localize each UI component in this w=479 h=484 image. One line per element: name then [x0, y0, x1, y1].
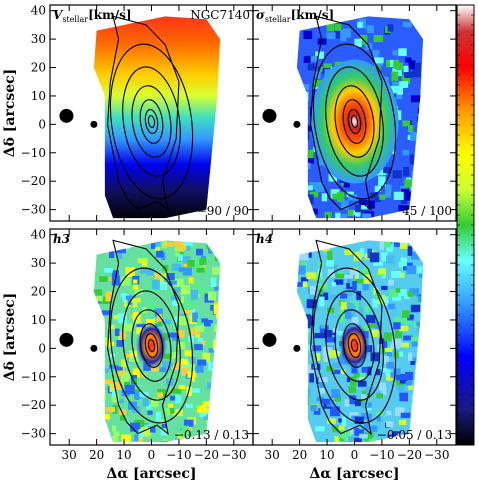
y-tick-label: −10: [21, 370, 46, 384]
y-tick-label: −10: [21, 146, 46, 160]
galaxy-name: NGC7140: [190, 8, 250, 22]
h3-range: −0.13 / 0.13: [174, 428, 249, 442]
x-tick-label: 10: [116, 448, 131, 462]
panel-sig: σstellar[km/s] 45 / 100: [252, 4, 457, 222]
y-tick-label: 30: [31, 256, 46, 270]
panel-h4: h4 −0.05 / 0.13 30 20 10 0 −10 −20 −30 Δα [arcsec…: [252, 228, 457, 482]
y-tick-label: 10: [31, 89, 46, 103]
y-axis-label: Δδ [arcsec]: [2, 293, 18, 382]
x-tick-label: −20: [397, 448, 422, 462]
vel-map: [93, 16, 221, 219]
vel-title: Vstellar[km/s]: [53, 8, 132, 24]
y-tick-label: 0: [38, 341, 46, 355]
x-tick-label: 20: [292, 448, 307, 462]
y-tick-label: 0: [38, 117, 46, 131]
sig-map: [296, 16, 424, 219]
x-tick-label: −10: [369, 448, 394, 462]
x-tick-label: −30: [424, 448, 449, 462]
y-tick-label: −30: [21, 427, 46, 441]
panels-group: Vstellar[km/s] NGC7140 −90 / 90 40 30 20 10 0 −1…: [2, 4, 457, 482]
h3-contours: [107, 239, 194, 435]
y-tick-label: 30: [31, 32, 46, 46]
vel-contours: [107, 15, 194, 211]
x-tick-label: 0: [351, 448, 359, 462]
x-tick-label: −30: [221, 448, 246, 462]
x-tick-label: 30: [62, 448, 77, 462]
y-tick-label: 10: [31, 313, 46, 327]
y-axis-label: Δδ [arcsec]: [2, 69, 18, 158]
x-tick-label: 20: [89, 448, 104, 462]
sig-title: σstellar[km/s]: [256, 8, 334, 24]
x-axis-label: Δα [arcsec]: [309, 466, 399, 482]
y-tick-label: 20: [31, 61, 46, 75]
vel-range: −90 / 90: [197, 204, 249, 218]
sig-contours: [310, 15, 397, 211]
h4-range: −0.05 / 0.13: [377, 428, 452, 442]
y-tick-label: 20: [31, 285, 46, 299]
y-tick-label: −30: [21, 203, 46, 217]
h4-title: h4: [256, 232, 273, 246]
y-tick-label: −20: [21, 398, 46, 412]
y-tick-label: 40: [31, 4, 46, 18]
h3-title: h3: [53, 232, 70, 246]
x-tick-label: 0: [148, 448, 156, 462]
x-tick-label: −20: [194, 448, 219, 462]
x-tick-label: 10: [319, 448, 334, 462]
h4-contours: [310, 239, 397, 435]
x-tick-label: −10: [166, 448, 191, 462]
panel-vel: Vstellar[km/s] NGC7140 −90 / 90 40 30 20 10 0 −1…: [2, 4, 254, 222]
colorbar: [456, 4, 475, 446]
y-tick-label: −20: [21, 174, 46, 188]
y-tick-label: 40: [31, 228, 46, 242]
sig-range: 45 / 100: [402, 204, 452, 218]
x-tick-label: 30: [265, 448, 280, 462]
x-axis-label: Δα [arcsec]: [106, 466, 196, 482]
